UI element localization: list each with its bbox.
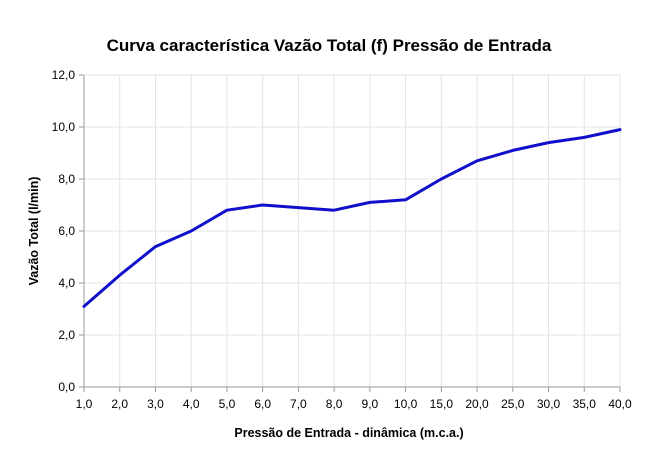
y-tick-label: 4,0 (58, 276, 75, 290)
gridlines (84, 74, 621, 387)
series-line (82, 128, 622, 308)
x-tick-label: 9,0 (362, 397, 379, 411)
x-tick-label: 10,0 (394, 397, 418, 411)
y-tick-label: 8,0 (58, 172, 75, 186)
chart-title: Curva característica Vazão Total (f) Pre… (107, 36, 552, 55)
y-axis-label: Vazão Total (l/min) (27, 177, 41, 286)
x-tick-label: 1,0 (76, 397, 93, 411)
x-axis-label: Pressão de Entrada - dinâmica (m.c.a.) (234, 426, 463, 440)
x-tick-label: 15,0 (430, 397, 454, 411)
series-layer (82, 128, 622, 308)
x-tick-label: 5,0 (219, 397, 236, 411)
x-tick-label: 40,0 (608, 397, 632, 411)
y-tick-label: 10,0 (52, 120, 76, 134)
y-tick-label: 12,0 (52, 68, 76, 82)
x-tick-label: 25,0 (501, 397, 525, 411)
x-tick-label: 2,0 (111, 397, 128, 411)
x-axis-ticks: 1,0 2,0 3,0 4,0 5,0 6,0 7,0 8,0 9,0 10,0 15,0 20,0 2… (76, 387, 632, 411)
y-axis-ticks: 0,0 2,0 4,0 6,0 8,0 10,0 12,0 (52, 68, 84, 394)
x-tick-label: 3,0 (147, 397, 164, 411)
x-tick-label: 6,0 (254, 397, 271, 411)
x-tick-label: 30,0 (537, 397, 561, 411)
y-tick-label: 0,0 (58, 380, 75, 394)
y-tick-label: 2,0 (58, 328, 75, 342)
y-tick-label: 6,0 (58, 224, 75, 238)
x-tick-label: 8,0 (326, 397, 343, 411)
x-tick-label: 20,0 (465, 397, 489, 411)
x-tick-label: 4,0 (183, 397, 200, 411)
x-tick-label: 7,0 (290, 397, 307, 411)
x-tick-label: 35,0 (573, 397, 597, 411)
